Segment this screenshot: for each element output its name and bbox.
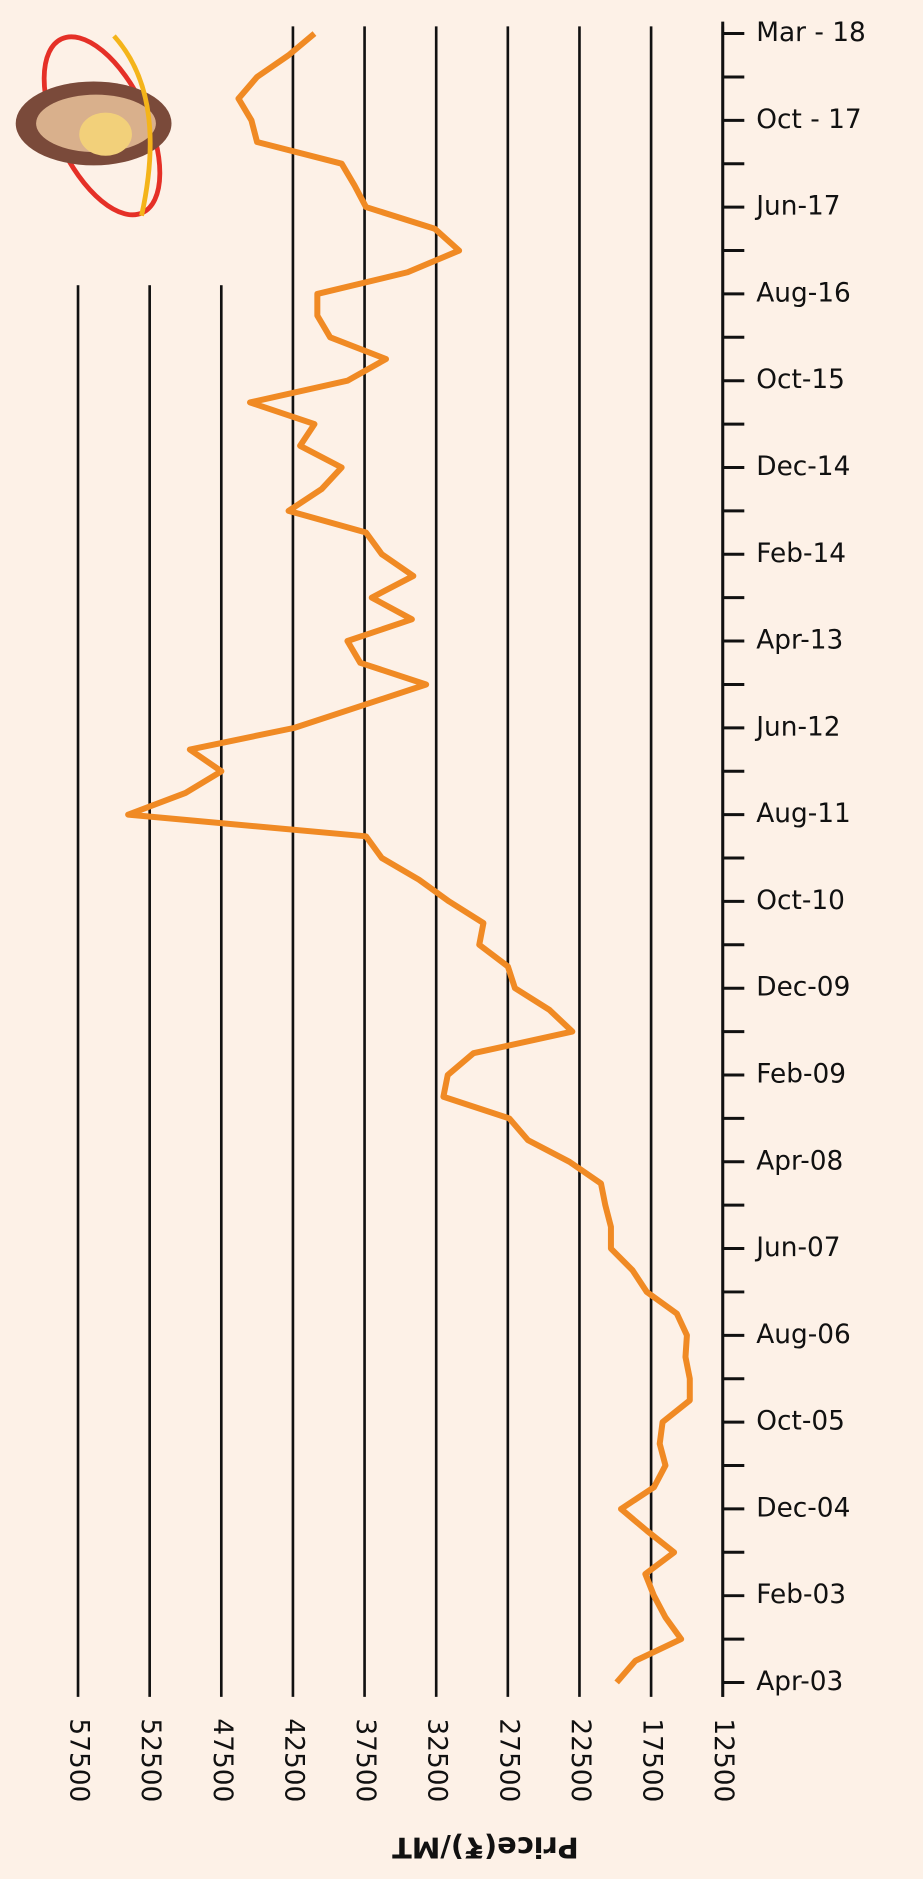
page: {"chart_data": {"type": "line", "orienta… bbox=[0, 0, 923, 1879]
x-tick-label: Dec-09 bbox=[756, 973, 850, 1003]
x-tick-label: Feb-03 bbox=[756, 1580, 846, 1610]
y-tick-label: 52500 bbox=[135, 1718, 165, 1802]
y-tick-label: 12500 bbox=[708, 1718, 738, 1802]
chart: Price(₹)/MT 12500 17500 22500 27500 32500 375… bbox=[0, 0, 923, 1879]
axis-title: Price(₹)/MT bbox=[392, 1830, 579, 1864]
y-tick-label: 17500 bbox=[637, 1718, 667, 1802]
x-tick-label: Aug-06 bbox=[756, 1320, 851, 1350]
x-tick-label: Jun-12 bbox=[754, 712, 840, 742]
x-tick-label: Apr-13 bbox=[756, 626, 843, 656]
y-tick-label: 57500 bbox=[64, 1718, 94, 1802]
x-tick-label: Jun-07 bbox=[754, 1233, 840, 1263]
x-tick-label: Oct-10 bbox=[756, 886, 845, 916]
x-tick-label: Aug-11 bbox=[756, 799, 851, 829]
x-tick-label: Dec-04 bbox=[756, 1493, 850, 1523]
x-tick-label: Feb-14 bbox=[756, 539, 846, 569]
x-tick-label: Oct-05 bbox=[756, 1407, 845, 1437]
y-tick-label: 42500 bbox=[278, 1718, 308, 1802]
y-tick-label: 32500 bbox=[422, 1718, 452, 1802]
logo-drop bbox=[79, 113, 132, 156]
x-tick-label: Apr-03 bbox=[756, 1667, 843, 1697]
y-tick-label: 27500 bbox=[493, 1718, 523, 1802]
x-tick-label: Oct-15 bbox=[756, 365, 845, 395]
x-tick-label: Mar - 18 bbox=[756, 18, 866, 48]
x-tick-label: Feb-09 bbox=[756, 1059, 846, 1089]
y-tick-label: 37500 bbox=[350, 1718, 380, 1802]
x-tick-label: Dec-14 bbox=[756, 452, 850, 482]
y-tick-label: 47500 bbox=[207, 1718, 237, 1802]
x-tick-label: Aug-16 bbox=[756, 278, 851, 308]
x-tick-label: Oct - 17 bbox=[756, 105, 861, 135]
x-tick-label: Jun-17 bbox=[754, 192, 840, 222]
x-tick-label: Apr-08 bbox=[756, 1146, 843, 1176]
y-tick-label: 22500 bbox=[565, 1718, 595, 1802]
